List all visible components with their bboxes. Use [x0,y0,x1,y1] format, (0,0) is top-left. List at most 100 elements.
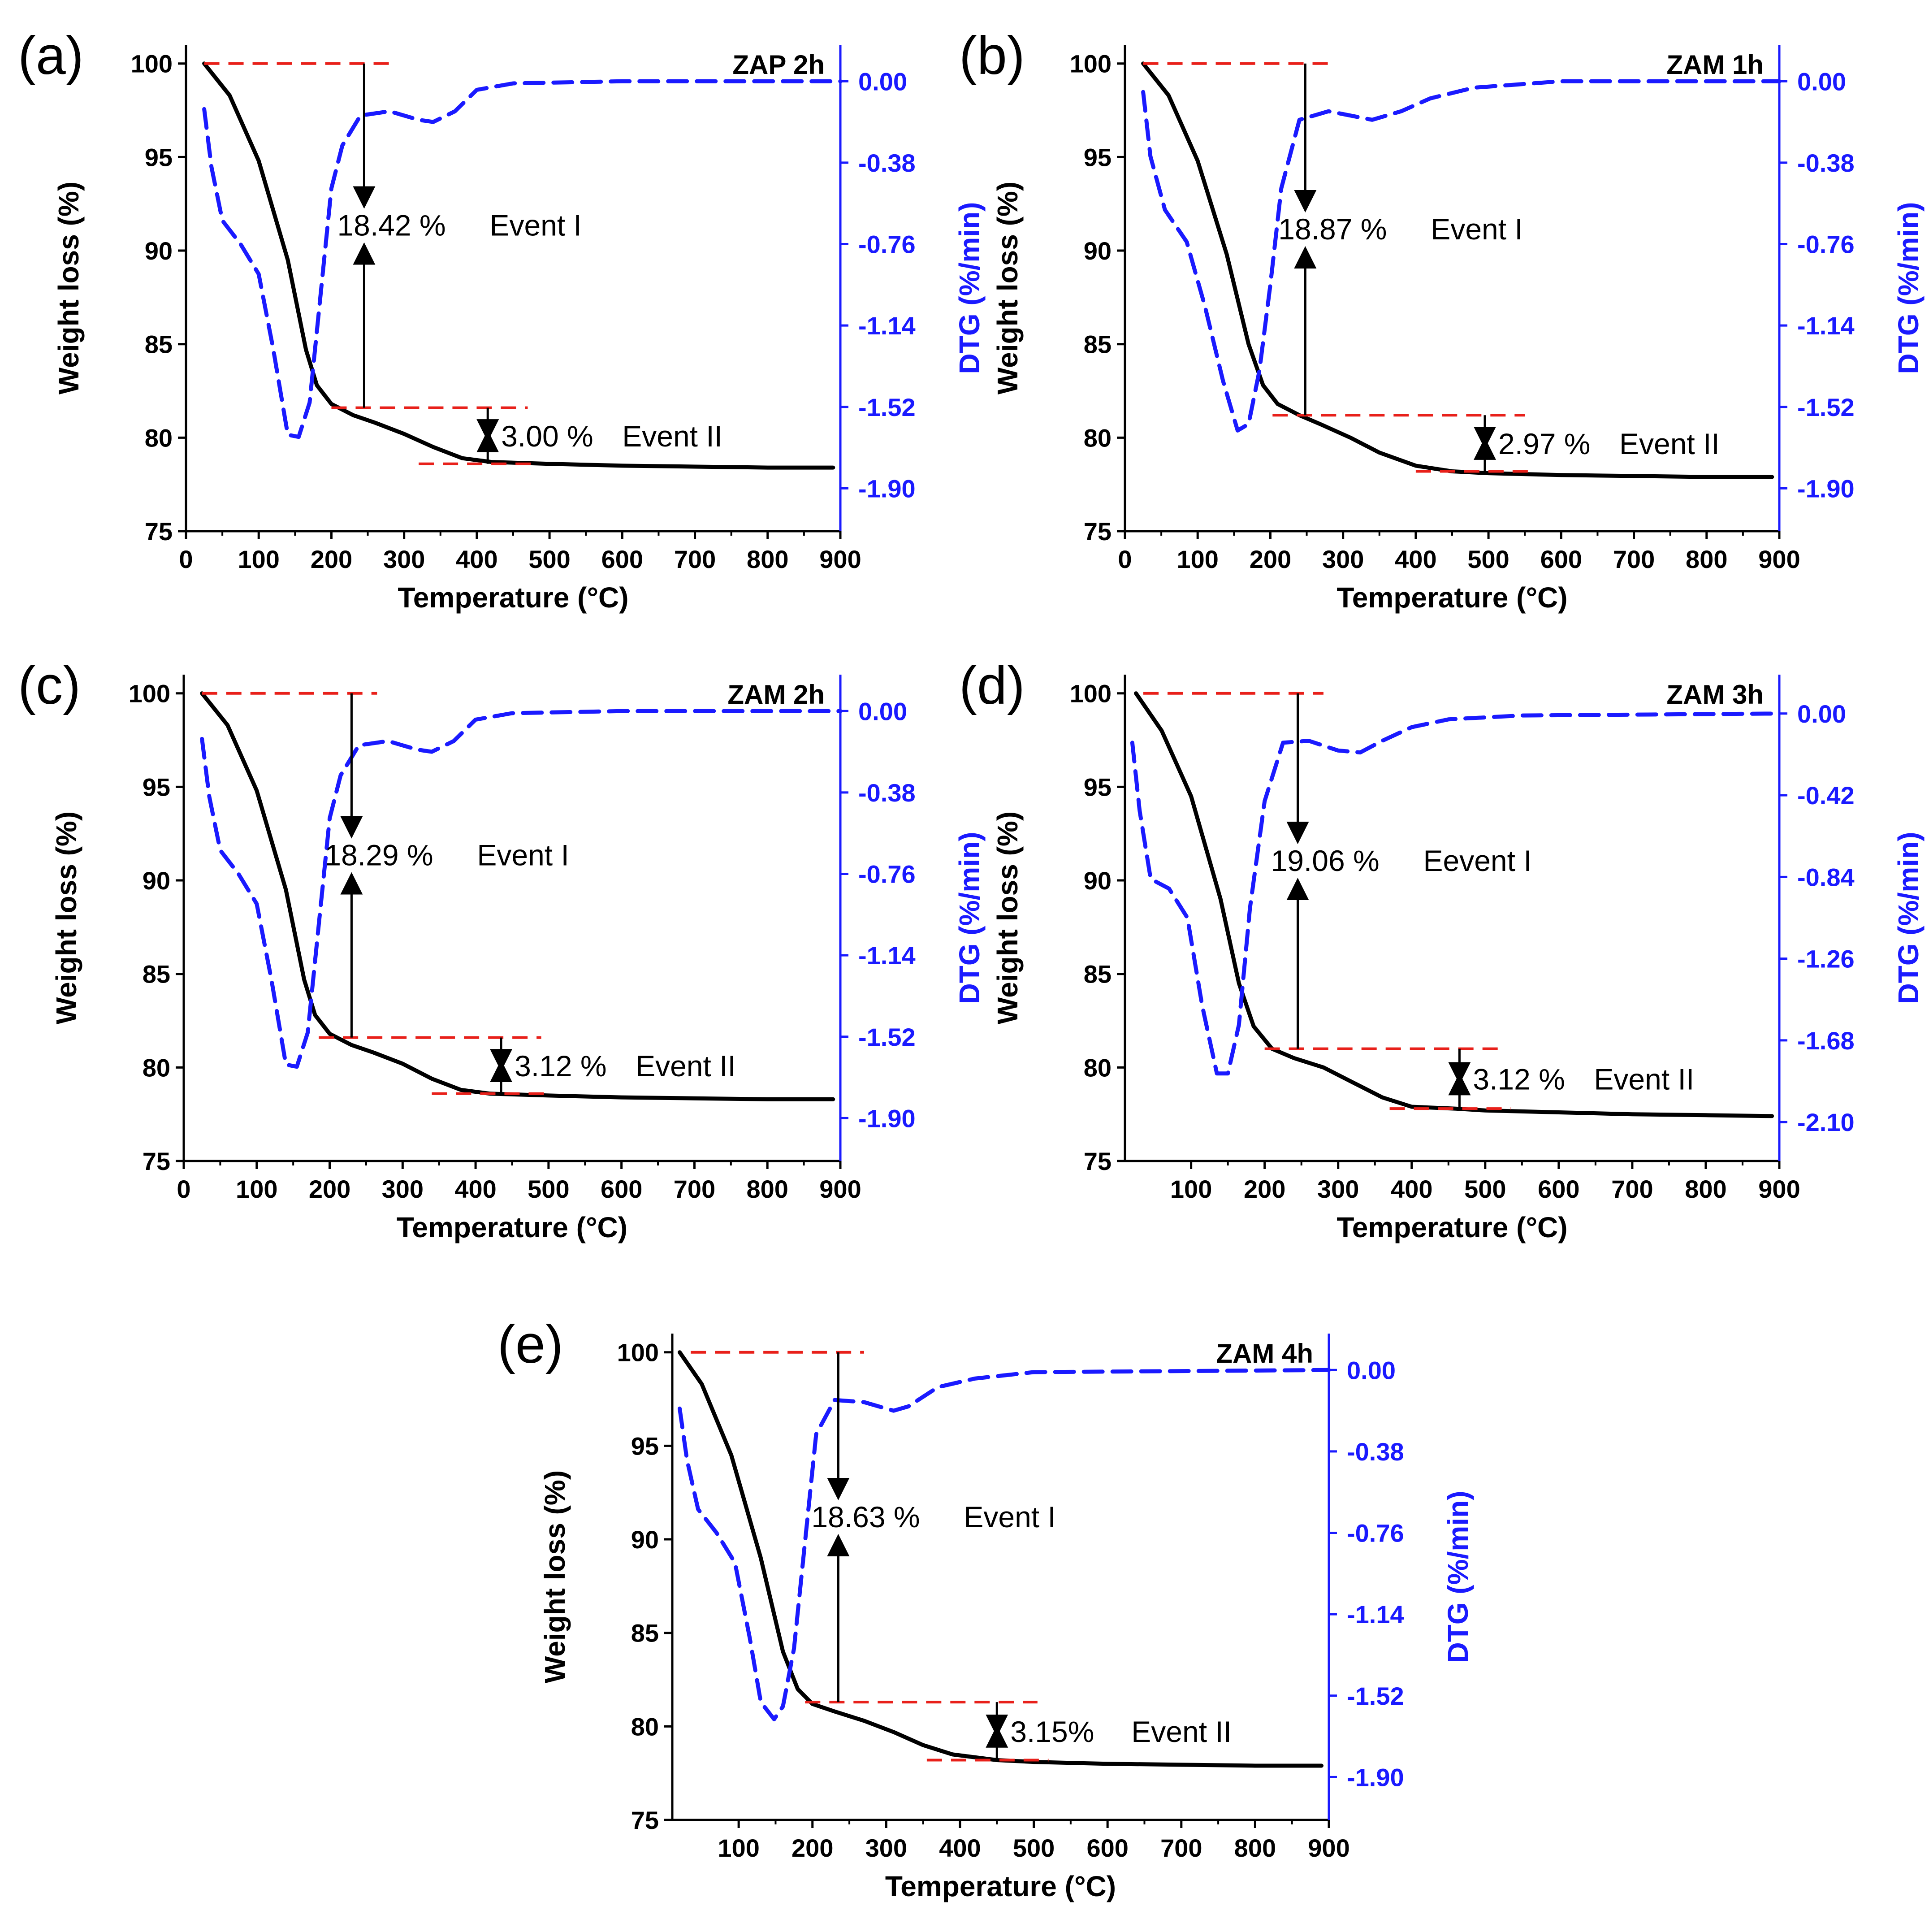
x-tick-label: 400 [1395,545,1436,573]
y-tick-label: 80 [1084,424,1112,452]
x-tick-label: 300 [865,1834,907,1862]
x-tick-label: 600 [601,545,643,573]
y-tick-label: 90 [1084,866,1112,895]
y-right-tick-label: -0.76 [858,230,916,259]
x-axis-title: Temperature (°C) [885,1870,1116,1902]
event2-label: Event II [1131,1715,1232,1748]
x-tick-label: 800 [1685,1175,1726,1203]
x-tick-label: 100 [238,545,280,573]
y-tick-label: 95 [145,143,173,171]
x-tick-label: 700 [674,1175,715,1203]
chart-panel-b: (b) 0 100 200 300 400 500 600 700 800 900 75 80 85 90 9… [959,26,1925,614]
y-right-tick-label: -1.26 [1797,945,1855,973]
y-tick-label: 85 [1084,960,1112,988]
y-tick-label: 100 [617,1339,659,1367]
x-tick-label: 400 [456,545,497,573]
y-tick-label: 100 [129,680,170,708]
y-tick-label: 85 [1084,330,1112,359]
event2-value: 3.15% [1010,1715,1094,1748]
sample-title: ZAM 1h [1666,50,1764,80]
event2-label: Event II [622,420,722,453]
event2-value: 3.12 % [1473,1062,1565,1096]
x-tick-label: 300 [1317,1175,1359,1203]
y-axis-title: Weight loss (%) [50,811,82,1024]
y-tick-label: 100 [1070,680,1112,708]
x-tick-label: 400 [454,1175,496,1203]
y-right-tick-label: -1.52 [858,393,916,421]
x-tick-label: 300 [382,1175,424,1203]
y-right-tick-label: -0.38 [1347,1438,1404,1466]
x-tick-label: 800 [747,1175,788,1203]
y-right-tick-label: -1.52 [858,1023,916,1051]
y-tick-label: 75 [1084,517,1112,546]
event2-label: Event II [636,1049,736,1083]
panel-label: (d) [959,655,1025,715]
y-right-tick-label: -0.76 [858,860,916,888]
y-tick-label: 80 [143,1053,170,1082]
y-tick-label: 75 [631,1806,659,1834]
event2-value: 3.00 % [501,420,593,453]
y-tick-label: 85 [631,1619,659,1647]
y-right-tick-label: -1.14 [1347,1600,1404,1629]
event1-value: 18.63 % [811,1500,920,1533]
x-tick-label: 100 [236,1175,277,1203]
chart-panel-c: (c) 0 100 200 300 400 500 600 700 800 900 75 80 85 90 9… [18,655,986,1243]
event2-label: Event II [1594,1062,1694,1096]
y-tick-label: 95 [631,1432,659,1460]
dtg-curve [202,79,843,439]
x-tick-label: 200 [311,545,352,573]
y-tick-label: 95 [1084,143,1112,171]
y-tick-label: 90 [143,866,170,895]
y-right-tick-label: 0.00 [1797,700,1846,728]
panel-label: (e) [497,1314,563,1374]
x-tick-label: 400 [1391,1175,1432,1203]
x-tick-label: 600 [1086,1834,1128,1862]
y-axis-title: Weight loss (%) [52,182,85,394]
y-right-axis-title: DTG (%/min) [1892,202,1925,374]
x-axis-title: Temperature (°C) [1336,1211,1567,1243]
weight-loss-curve [1134,691,1774,1118]
chart-panel-a: (a) 0 100 200 300 400 500 600 700 800 900 75 80 85 90 9… [18,26,986,614]
weight-loss-curve [678,1350,1323,1768]
sample-title: ZAM 3h [1666,680,1764,710]
x-tick-label: 900 [1308,1834,1349,1862]
y-right-tick-label: -1.52 [1347,1682,1404,1710]
y-tick-label: 90 [1084,237,1112,265]
y-right-tick-label: -2.10 [1797,1108,1855,1136]
sample-title: ZAP 2h [732,50,825,80]
x-tick-label: 800 [747,545,788,573]
event1-label: Event I [964,1500,1055,1533]
x-tick-label: 700 [674,545,716,573]
y-tick-label: 80 [145,424,173,452]
y-right-tick-label: -1.68 [1797,1027,1855,1055]
x-tick-label: 500 [528,545,570,573]
x-tick-label: 300 [1322,545,1364,573]
y-right-tick-label: -1.14 [858,312,916,340]
y-right-tick-label: 0.00 [1347,1356,1396,1384]
y-axis-title: Weight loss (%) [991,811,1024,1024]
event1-label: Eevent I [1423,844,1532,877]
y-right-tick-label: -1.90 [858,474,916,502]
y-tick-label: 100 [1070,50,1112,78]
y-tick-label: 95 [143,773,170,801]
y-tick-label: 90 [631,1525,659,1554]
x-tick-label: 100 [1177,545,1219,573]
y-right-axis-title: DTG (%/min) [1442,1491,1474,1663]
x-tick-label: 700 [1613,545,1655,573]
x-tick-label: 500 [528,1175,569,1203]
y-right-tick-label: -0.38 [858,779,916,807]
panel-label: (c) [18,655,81,715]
chart-panel-e: (e) 100 200 300 400 500 600 700 800 900 75 80 85 90 95… [497,1314,1474,1902]
y-right-tick-label: 0.00 [858,67,907,95]
event1-label: Event I [489,209,581,242]
x-tick-label: 900 [819,545,861,573]
dtg-curve [200,709,843,1069]
x-tick-label: 200 [309,1175,350,1203]
y-tick-label: 80 [631,1712,659,1741]
x-tick-label: 700 [1611,1175,1653,1203]
x-axis-title: Temperature (°C) [1336,581,1567,614]
x-tick-label: 500 [1467,545,1509,573]
y-tick-label: 95 [1084,773,1112,801]
x-tick-label: 900 [1758,1175,1800,1203]
